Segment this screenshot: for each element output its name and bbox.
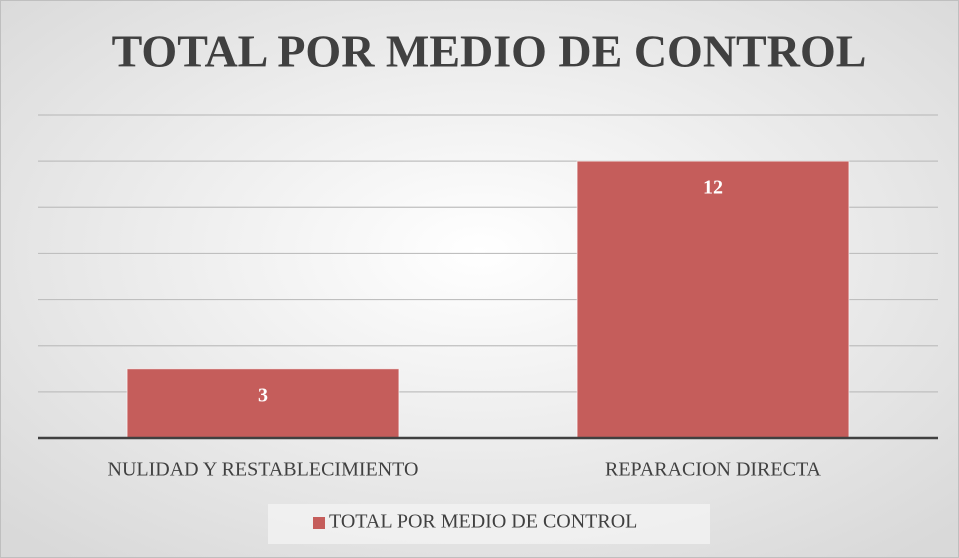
x-tick-label: REPARACION DIRECTA	[605, 459, 822, 481]
chart-title: TOTAL POR MEDIO DE CONTROL	[112, 26, 867, 77]
legend-swatch	[313, 517, 325, 529]
x-tick-label: NULIDAD Y RESTABLECIMIENTO	[108, 459, 419, 481]
legend-box	[268, 504, 710, 544]
bar	[126, 368, 400, 439]
data-label: 3	[258, 384, 268, 406]
bars: 3 12	[126, 160, 850, 439]
bar	[576, 160, 850, 439]
data-label: 12	[703, 177, 723, 199]
legend-label: TOTAL POR MEDIO DE CONTROL	[329, 511, 637, 533]
